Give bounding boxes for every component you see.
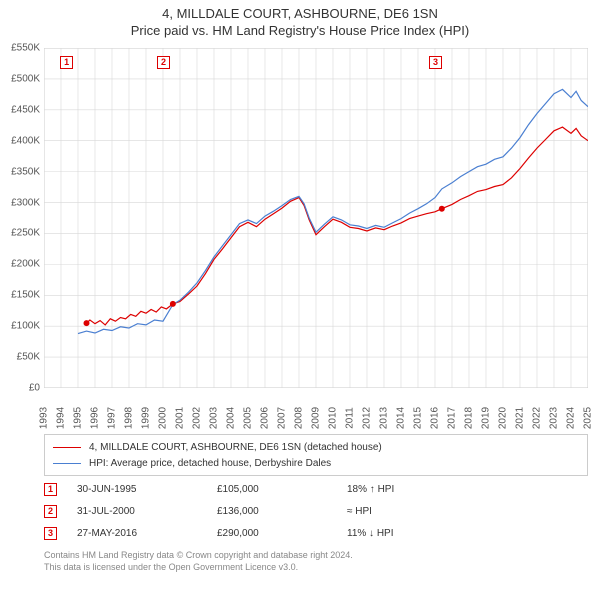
- chart-marker-3: 3: [429, 56, 442, 69]
- chart-container: 4, MILLDALE COURT, ASHBOURNE, DE6 1SN Pr…: [0, 0, 600, 590]
- chart-marker-2: 2: [157, 56, 170, 69]
- x-axis: 1993199419951996199719981999200020012002…: [44, 388, 588, 430]
- txn-marker: 2: [44, 505, 57, 518]
- x-tick-label: 2016: [430, 407, 441, 429]
- x-tick-label: 2023: [549, 407, 560, 429]
- x-tick-label: 2015: [413, 407, 424, 429]
- x-tick-label: 2019: [481, 407, 492, 429]
- txn-price: £290,000: [217, 528, 347, 539]
- y-tick-label: £550K: [11, 43, 40, 54]
- x-tick-label: 2003: [209, 407, 220, 429]
- x-tick-label: 1999: [141, 407, 152, 429]
- footer-line1: Contains HM Land Registry data © Crown c…: [44, 550, 588, 562]
- y-tick-label: £500K: [11, 73, 40, 84]
- x-tick-label: 2008: [294, 407, 305, 429]
- x-tick-label: 2010: [328, 407, 339, 429]
- x-tick-label: 2012: [362, 407, 373, 429]
- legend-row-0: 4, MILLDALE COURT, ASHBOURNE, DE6 1SN (d…: [53, 439, 579, 455]
- txn-delta: 18% ↑ HPI: [347, 484, 467, 495]
- x-tick-label: 2011: [345, 407, 356, 429]
- y-tick-label: £400K: [11, 135, 40, 146]
- x-tick-label: 2017: [447, 407, 458, 429]
- x-tick-label: 2000: [158, 407, 169, 429]
- legend-label: HPI: Average price, detached house, Derb…: [89, 458, 331, 469]
- x-tick-label: 2014: [396, 407, 407, 429]
- txn-delta: 11% ↓ HPI: [347, 528, 467, 539]
- x-tick-label: 2013: [379, 407, 390, 429]
- y-tick-label: £150K: [11, 290, 40, 301]
- txn-marker: 3: [44, 527, 57, 540]
- y-tick-label: £450K: [11, 104, 40, 115]
- legend-label: 4, MILLDALE COURT, ASHBOURNE, DE6 1SN (d…: [89, 442, 382, 453]
- x-tick-label: 2007: [277, 407, 288, 429]
- x-tick-label: 2009: [311, 407, 322, 429]
- y-tick-label: £100K: [11, 321, 40, 332]
- footer: Contains HM Land Registry data © Crown c…: [44, 550, 588, 573]
- x-tick-label: 2001: [175, 407, 186, 429]
- chart-marker-1: 1: [60, 56, 73, 69]
- x-tick-label: 2002: [192, 407, 203, 429]
- title-address: 4, MILLDALE COURT, ASHBOURNE, DE6 1SN: [0, 6, 600, 21]
- x-tick-label: 1993: [39, 407, 50, 429]
- x-tick-label: 2022: [532, 407, 543, 429]
- chart-svg: [44, 48, 588, 388]
- x-tick-label: 2004: [226, 407, 237, 429]
- txn-marker: 1: [44, 483, 57, 496]
- legend-swatch: [53, 463, 81, 464]
- y-tick-label: £200K: [11, 259, 40, 270]
- txn-delta: ≈ HPI: [347, 506, 467, 517]
- txn-date: 30-JUN-1995: [77, 484, 217, 495]
- x-tick-label: 2018: [464, 407, 475, 429]
- x-tick-label: 1995: [73, 407, 84, 429]
- txn-date: 27-MAY-2016: [77, 528, 217, 539]
- transactions-table: 1 30-JUN-1995£105,00018% ↑ HPI 2 31-JUL-200…: [44, 478, 588, 544]
- x-tick-label: 1996: [90, 407, 101, 429]
- legend: 4, MILLDALE COURT, ASHBOURNE, DE6 1SN (d…: [44, 434, 588, 476]
- x-tick-label: 2005: [243, 407, 254, 429]
- transaction-row: 2 31-JUL-2000£136,000≈ HPI: [44, 500, 588, 522]
- transaction-row: 1 30-JUN-1995£105,00018% ↑ HPI: [44, 478, 588, 500]
- x-tick-label: 2025: [583, 407, 594, 429]
- title-block: 4, MILLDALE COURT, ASHBOURNE, DE6 1SN Pr…: [0, 0, 600, 38]
- y-tick-label: £250K: [11, 228, 40, 239]
- transaction-row: 3 27-MAY-2016£290,00011% ↓ HPI: [44, 522, 588, 544]
- y-tick-label: £350K: [11, 166, 40, 177]
- chart-area: 1 2 3: [44, 48, 588, 388]
- x-tick-label: 2024: [566, 407, 577, 429]
- y-tick-label: £0: [29, 383, 40, 394]
- txn-date: 31-JUL-2000: [77, 506, 217, 517]
- txn-price: £105,000: [217, 484, 347, 495]
- legend-row-1: HPI: Average price, detached house, Derb…: [53, 455, 579, 471]
- x-tick-label: 1994: [56, 407, 67, 429]
- x-tick-label: 2021: [515, 407, 526, 429]
- y-tick-label: £50K: [17, 352, 40, 363]
- y-axis: £0£50K£100K£150K£200K£250K£300K£350K£400…: [0, 48, 44, 388]
- legend-swatch: [53, 447, 81, 448]
- x-tick-label: 1998: [124, 407, 135, 429]
- txn-price: £136,000: [217, 506, 347, 517]
- title-subtitle: Price paid vs. HM Land Registry's House …: [0, 23, 600, 38]
- x-tick-label: 2006: [260, 407, 271, 429]
- y-tick-label: £300K: [11, 197, 40, 208]
- x-tick-label: 2020: [498, 407, 509, 429]
- footer-line2: This data is licensed under the Open Gov…: [44, 562, 588, 574]
- x-tick-label: 1997: [107, 407, 118, 429]
